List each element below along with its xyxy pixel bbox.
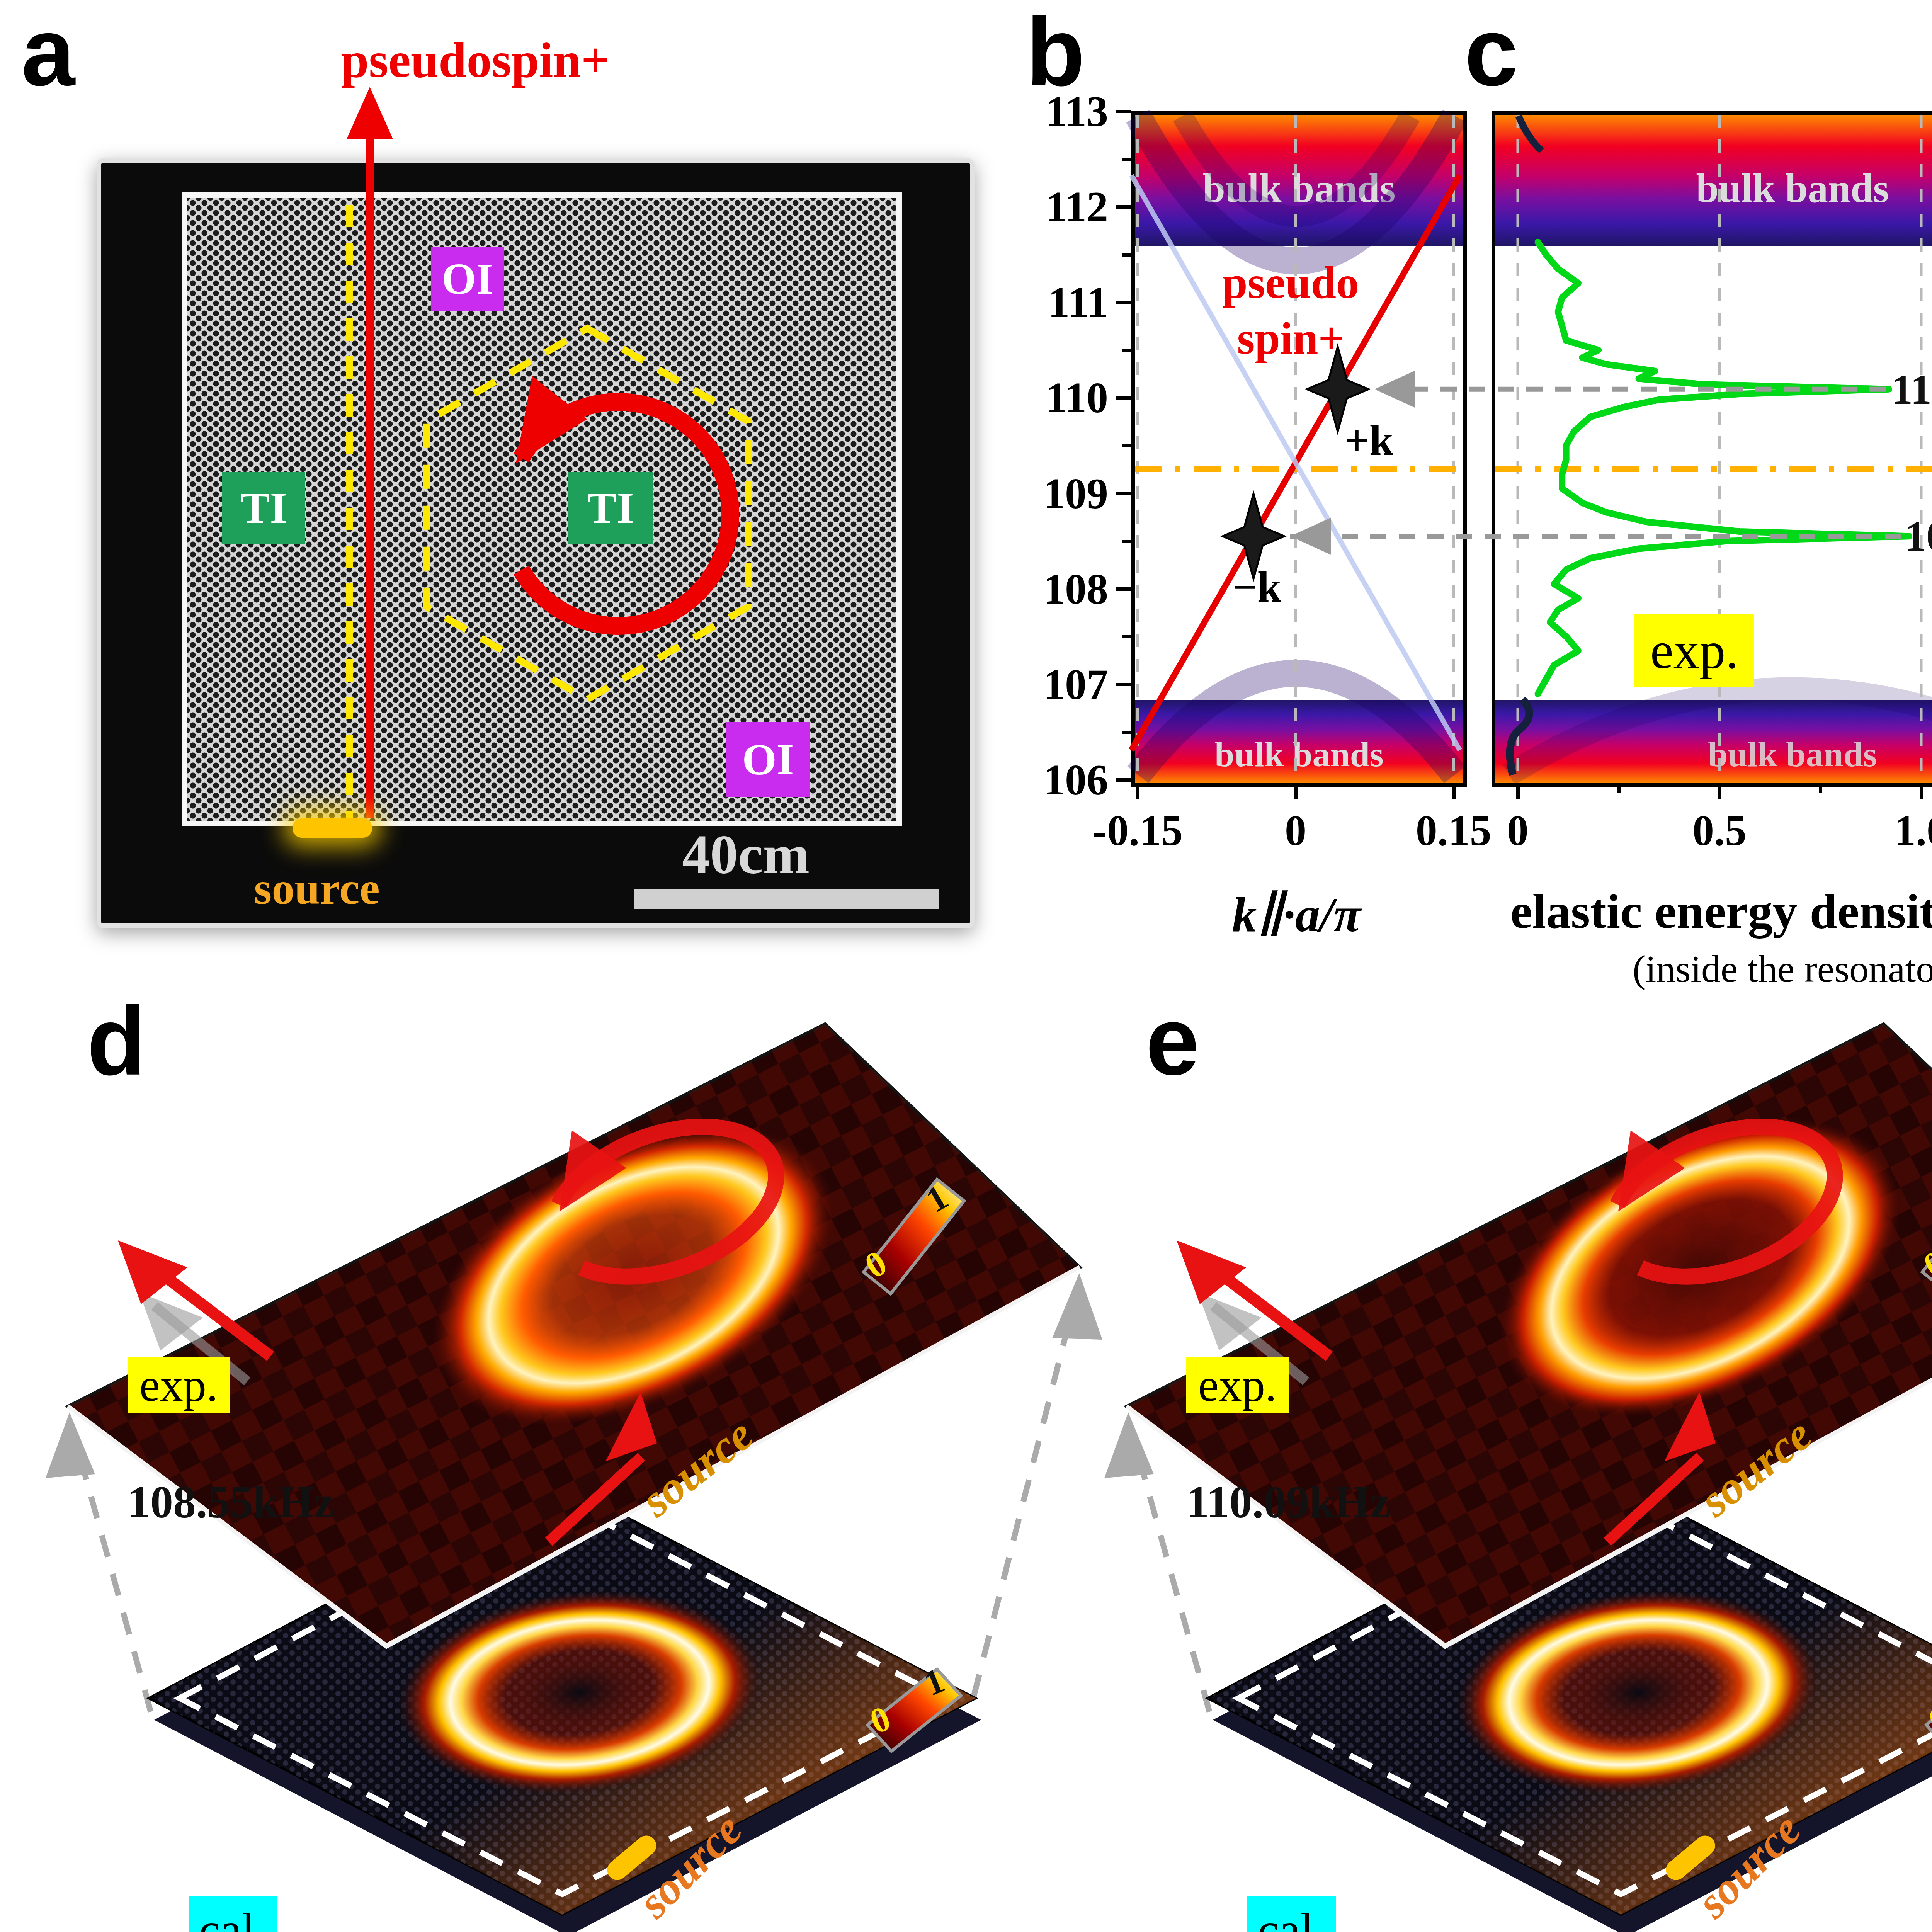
panel-letter: d xyxy=(87,993,146,1090)
c-xaxis-title: elastic energy density (a.u.) xyxy=(1507,883,1932,940)
bulk-bands-label: bulk bands xyxy=(1135,165,1463,212)
frequency-label: 110.09kHz xyxy=(1186,1476,1434,1529)
axis-tick xyxy=(1116,110,1131,113)
ti-region-label-left: TI xyxy=(222,472,305,544)
axis-tick xyxy=(1516,783,1520,799)
cal-badge: cal. xyxy=(189,1896,277,1932)
pseudospin-branch-label: pseudo spin+ xyxy=(1209,255,1372,366)
peak-label-110: 110.09kHz xyxy=(1891,365,1932,414)
panel-e: e 0 1 xyxy=(1059,966,1932,1932)
source-transducer-bar xyxy=(293,818,372,838)
axis-tick xyxy=(1122,635,1131,638)
axis-tick xyxy=(1116,683,1131,686)
field-map-3d-graphics: 0 1 source 0 1 xyxy=(1059,966,1932,1932)
axis-tick xyxy=(1116,587,1131,591)
branch-label-line1: pseudo xyxy=(1222,257,1359,308)
axis-tick xyxy=(1122,349,1131,352)
axis-tick-label: 112 xyxy=(1012,185,1108,228)
dispersion-plot: bulk bands bulk bands xyxy=(1131,111,1467,787)
axis-tick xyxy=(1819,783,1822,793)
ti-region-label-center: TI xyxy=(568,472,653,544)
axis-tick-label: 0 xyxy=(1218,809,1373,852)
axis-tick-label: 1.0 xyxy=(1844,809,1932,852)
axis-tick xyxy=(1294,783,1298,799)
pseudospin-arrowhead-icon xyxy=(347,87,393,139)
axis-tick xyxy=(1122,158,1131,161)
axis-tick-label: 110 xyxy=(1012,376,1108,419)
pseudospin-plus-label: pseudospin+ xyxy=(301,31,649,89)
axis-tick xyxy=(1718,783,1721,799)
cal-badge: cal. xyxy=(1247,1896,1336,1932)
peak-label-108: 108.55kHz xyxy=(1905,512,1932,561)
axis-tick xyxy=(1116,205,1131,209)
exp-badge: exp. xyxy=(1634,614,1754,687)
output-arrowhead-icon xyxy=(1177,1240,1246,1304)
plus-k-label: +k xyxy=(1345,415,1393,465)
scalebar-label: 40cm xyxy=(657,822,835,886)
panel-b-letter: b xyxy=(1026,4,1085,100)
field-map-3d-graphics: 0 1 source 0 1 xyxy=(0,966,1121,1932)
axis-tick xyxy=(1122,540,1131,543)
axis-tick xyxy=(1116,396,1131,400)
exp-badge: exp. xyxy=(128,1357,230,1413)
source-label: source xyxy=(247,862,386,915)
axis-tick xyxy=(1920,783,1923,799)
panel-a-letter: a xyxy=(21,4,75,100)
axis-tick-label: 106 xyxy=(1012,758,1108,801)
axis-tick-label: 107 xyxy=(1012,663,1108,706)
oi-region-label-top: OI xyxy=(431,247,504,311)
scalebar xyxy=(634,889,939,909)
figure-page: a pseudospin+ OI OI TI TI source 40cm b … xyxy=(0,0,1932,1932)
axis-tick-label: 0.5 xyxy=(1642,809,1797,852)
panel-d: d 0 1 xyxy=(0,966,1121,1932)
output-arrowhead-icon xyxy=(118,1240,187,1304)
panel-letter: e xyxy=(1146,993,1199,1090)
axis-tick-label: 109 xyxy=(1012,472,1108,515)
bulk-bands-label: bulk bands xyxy=(1135,734,1463,775)
branch-label-line2: spin+ xyxy=(1237,313,1344,364)
b-xaxis-title: k∥·a/π xyxy=(1194,885,1399,943)
axis-tick xyxy=(1452,783,1456,799)
axis-tick-label: 111 xyxy=(1012,281,1108,324)
axis-tick xyxy=(1122,253,1131,257)
axis-tick-label: -0.15 xyxy=(1060,809,1215,852)
bulk-bands-label: bulk bands xyxy=(1495,165,1932,212)
axis-tick xyxy=(1116,778,1131,782)
axis-tick xyxy=(1122,444,1131,447)
axis-tick xyxy=(1116,301,1131,304)
axis-tick xyxy=(1116,492,1131,495)
panel-c-letter: c xyxy=(1464,4,1518,100)
exp-badge: exp. xyxy=(1186,1357,1289,1413)
oi-region-label-bottom: OI xyxy=(726,722,810,797)
minus-k-label: −k xyxy=(1233,562,1281,612)
axis-tick xyxy=(1122,731,1131,734)
axis-tick-label: 0 xyxy=(1440,809,1595,852)
axis-tick xyxy=(1136,783,1139,799)
frequency-label: 108.55kHz xyxy=(128,1476,375,1529)
axis-tick xyxy=(1617,783,1621,793)
axis-tick-label: 108 xyxy=(1012,567,1108,611)
bulk-bands-label: bulk bands xyxy=(1495,734,1932,775)
